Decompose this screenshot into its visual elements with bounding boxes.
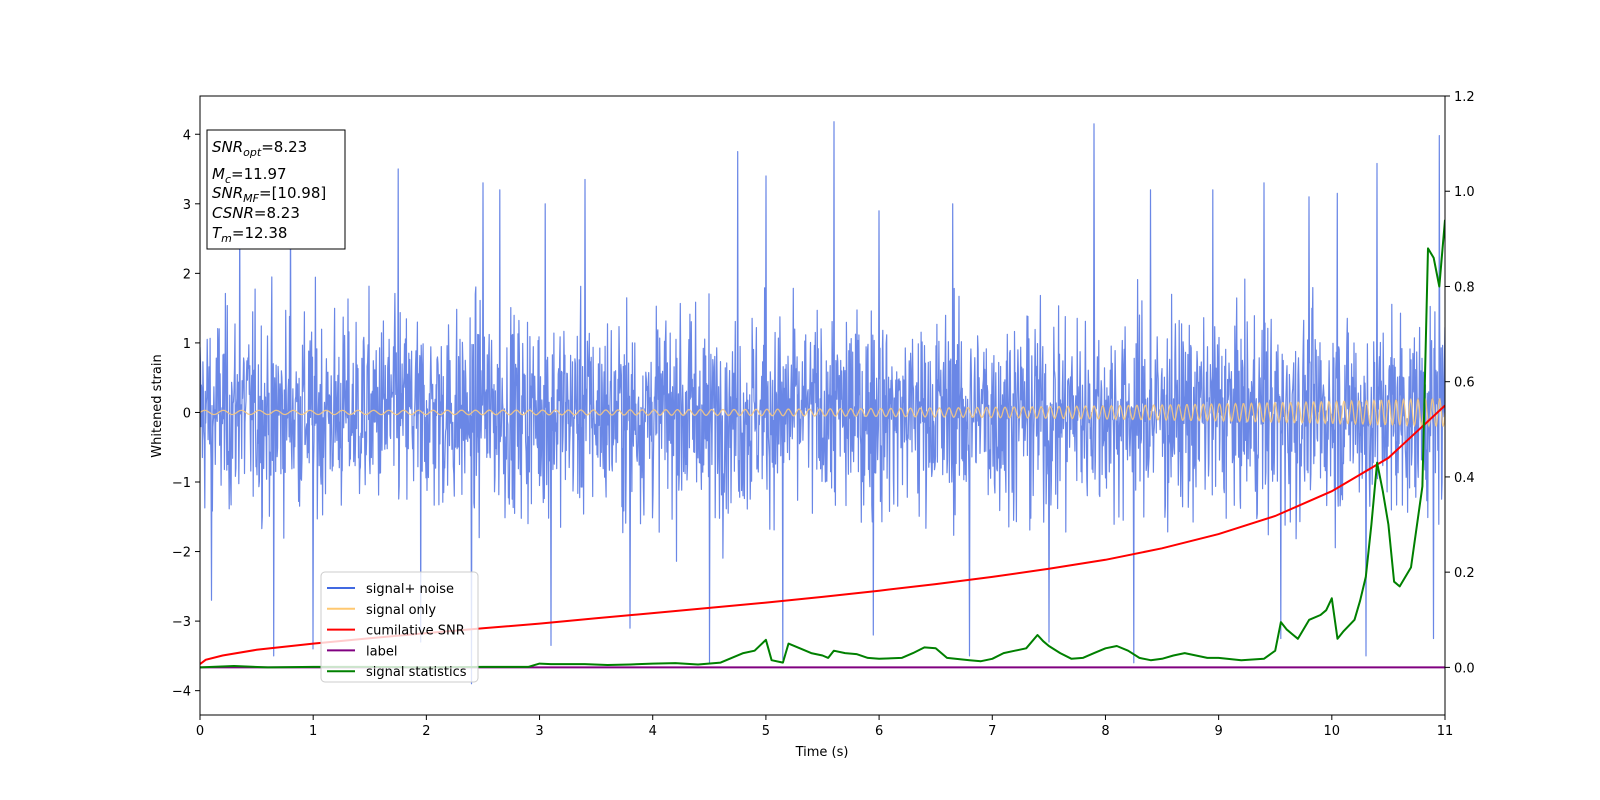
info-symbol: M xyxy=(212,165,225,183)
info-value: =[10.98] xyxy=(259,184,326,202)
x-tick-label: 9 xyxy=(1214,724,1222,739)
x-axis-label: Time (s) xyxy=(795,745,849,760)
info-box-frame xyxy=(206,129,346,250)
x-tick-label: 7 xyxy=(988,724,996,739)
info-value: =11.97 xyxy=(231,165,287,183)
info-symbol: SNR xyxy=(212,138,243,156)
info-symbol: CSNR xyxy=(212,204,254,222)
legend-label: signal only xyxy=(366,603,436,618)
info-value: =8.23 xyxy=(261,138,307,156)
legend-label: signal statistics xyxy=(366,665,467,680)
y2-tick-label: 0.4 xyxy=(1454,471,1475,486)
series-signal-noise-line xyxy=(200,121,1445,685)
info-box-line: Tm=12.38 xyxy=(212,224,287,245)
y2-tick-label: 0.0 xyxy=(1454,661,1475,676)
y2-tick-label: 0.6 xyxy=(1454,376,1475,391)
y2-tick-label: 0.2 xyxy=(1454,566,1475,581)
x-tick-label: 8 xyxy=(1101,724,1109,739)
y-tick-label: −4 xyxy=(172,685,191,700)
info-box: SNRopt=8.23Mc=11.97SNRMF=[10.98]CSNR=8.2… xyxy=(206,129,346,250)
x-tick-label: 11 xyxy=(1437,724,1454,739)
x-tick-label: 5 xyxy=(762,724,770,739)
y-tick-label: 1 xyxy=(183,337,191,352)
info-subscript: m xyxy=(221,232,232,245)
y2-tick-label: 0.8 xyxy=(1454,280,1475,295)
y-axis-label: Whitened strain xyxy=(150,354,165,457)
y-tick-label: −3 xyxy=(172,615,191,630)
info-box-line: SNRMF=[10.98] xyxy=(212,184,326,205)
info-subscript: c xyxy=(225,173,231,186)
x-tick-label: 3 xyxy=(535,724,543,739)
info-value: =8.23 xyxy=(254,204,300,222)
y-tick-label: 3 xyxy=(183,198,191,213)
y2-tick-label: 1.0 xyxy=(1454,185,1475,200)
info-subscript: opt xyxy=(243,146,262,159)
plot-series xyxy=(200,121,1445,685)
x-tick-label: 0 xyxy=(196,724,204,739)
info-symbol: T xyxy=(212,224,223,242)
series-cumulative-snr-line xyxy=(200,404,1445,665)
y-axis-right: 0.0 0.2 0.4 0.6 0.8 1.0 1.2 xyxy=(1445,90,1475,676)
y-tick-label: 2 xyxy=(183,267,191,282)
series-signal-only-line xyxy=(200,397,1445,428)
info-box-line: SNRopt=8.23 xyxy=(212,138,307,159)
x-tick-label: 2 xyxy=(422,724,430,739)
plot-frame xyxy=(199,95,1446,716)
x-tick-label: 10 xyxy=(1324,724,1341,739)
legend: signal+ noise signal only cumilative SNR la… xyxy=(320,571,479,683)
x-tick-label: 6 xyxy=(875,724,883,739)
y-tick-label: −2 xyxy=(172,546,191,561)
legend-label: cumilative SNR xyxy=(366,624,465,639)
legend-label: label xyxy=(366,644,397,659)
info-value: =12.38 xyxy=(232,224,288,242)
info-box-line: Mc=11.97 xyxy=(212,165,287,186)
y-tick-label: 0 xyxy=(183,406,191,421)
series-signal-statistics-line xyxy=(200,219,1445,669)
y-axis-left: −4 −3 −2 −1 0 1 2 3 4 xyxy=(172,128,200,700)
x-axis: 0 1 2 3 4 5 6 7 8 9 10 11 xyxy=(196,715,1453,739)
legend-label: signal+ noise xyxy=(366,582,454,597)
legend-frame xyxy=(320,571,479,683)
y-tick-label: −1 xyxy=(172,476,191,491)
x-tick-label: 1 xyxy=(309,724,317,739)
info-subscript: MF xyxy=(243,192,259,205)
x-tick-label: 4 xyxy=(649,724,657,739)
y-tick-label: 4 xyxy=(183,128,191,143)
info-box-line: CSNR=8.23 xyxy=(212,204,300,222)
y2-tick-label: 1.2 xyxy=(1454,90,1475,105)
info-symbol: SNR xyxy=(212,184,243,202)
